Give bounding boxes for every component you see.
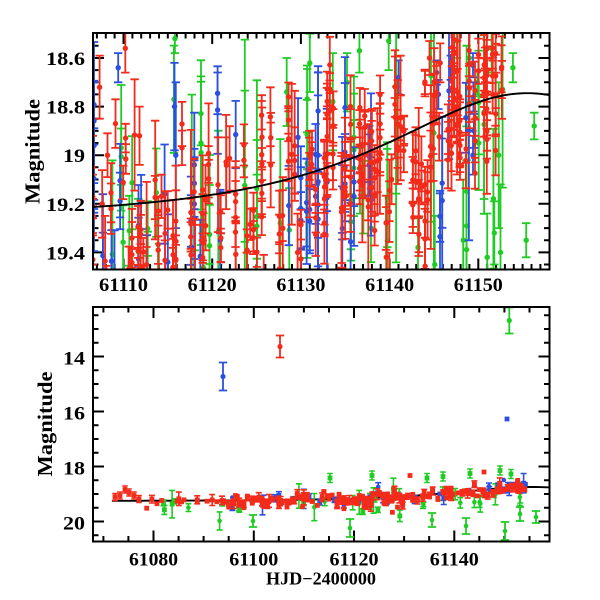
svg-text:18.8: 18.8 — [46, 98, 85, 119]
svg-text:61130: 61130 — [276, 275, 325, 296]
svg-text:18.6: 18.6 — [46, 49, 85, 70]
svg-text:61140: 61140 — [365, 275, 414, 296]
svg-text:61120: 61120 — [188, 275, 237, 296]
svg-text:Magnitude: Magnitude — [33, 372, 57, 477]
svg-text:61080: 61080 — [129, 550, 178, 571]
svg-text:18: 18 — [63, 459, 85, 480]
svg-text:HJD−2400000: HJD−2400000 — [266, 569, 376, 589]
svg-text:16: 16 — [63, 404, 85, 425]
svg-text:61100: 61100 — [229, 550, 278, 571]
svg-text:19.2: 19.2 — [46, 195, 85, 216]
svg-text:19: 19 — [63, 146, 85, 167]
svg-text:61140: 61140 — [430, 550, 479, 571]
svg-text:14: 14 — [63, 349, 86, 370]
svg-text:61120: 61120 — [330, 550, 379, 571]
svg-text:20: 20 — [63, 514, 85, 535]
svg-text:61150: 61150 — [454, 275, 503, 296]
svg-text:61110: 61110 — [99, 275, 148, 296]
svg-text:Magnitude: Magnitude — [21, 99, 45, 204]
svg-text:19.4: 19.4 — [46, 243, 86, 264]
